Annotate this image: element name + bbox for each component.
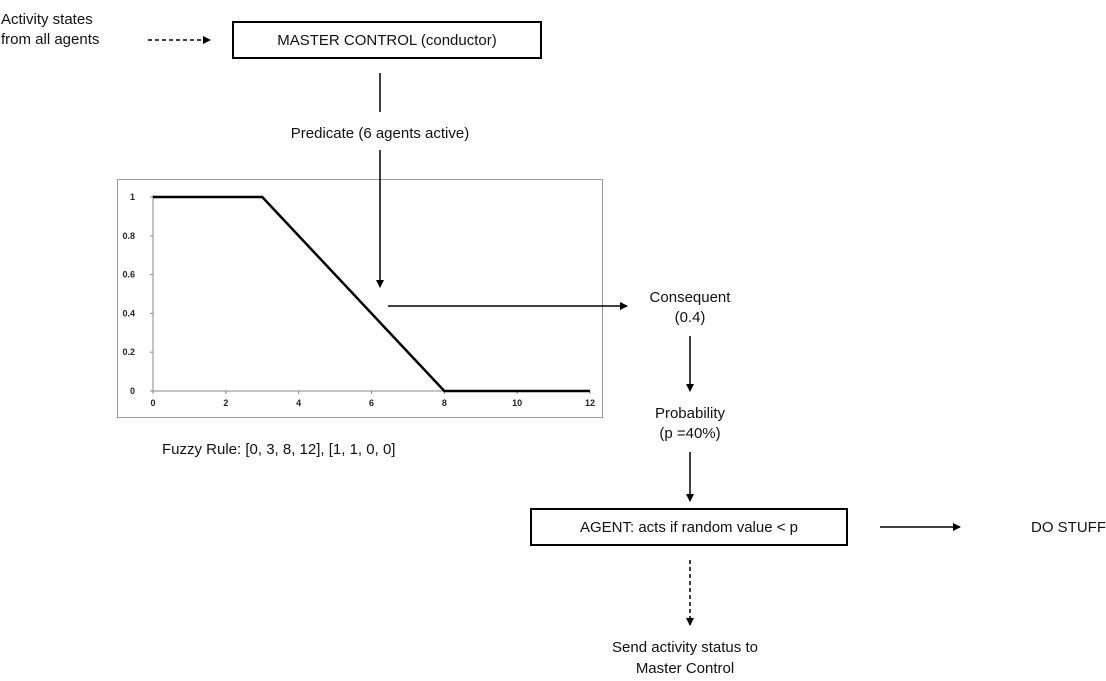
activity-states-label: Activity states from all agents	[1, 11, 100, 48]
do-stuff-label: DO STUFF!	[1031, 519, 1106, 536]
fuzzy-rule-caption: Fuzzy Rule: [0, 3, 8, 12], [1, 1, 0, 0]	[162, 441, 396, 458]
predicate-label: Predicate (6 agents active)	[290, 125, 470, 142]
consequent-label: Consequent (0.4)	[649, 289, 731, 326]
y-tick-label: 0	[130, 386, 135, 396]
y-tick-label: 0.8	[122, 231, 135, 241]
x-tick-label: 12	[585, 398, 595, 408]
x-tick-label: 8	[442, 398, 447, 408]
x-tick-label: 6	[369, 398, 374, 408]
membership-line	[153, 195, 590, 393]
send-status-label: Send activity status to Master Control	[612, 639, 758, 677]
agent-label: AGENT: acts if random value < p	[579, 518, 798, 536]
x-tick-label: 0	[150, 398, 155, 408]
agent-box: AGENT: acts if random value < p	[530, 508, 848, 546]
master-control-label: MASTER CONTROL (conductor)	[277, 31, 497, 49]
x-tick-label: 2	[223, 398, 228, 408]
y-tick-label: 0.4	[122, 308, 135, 318]
probability-label: Probability (p =40%)	[654, 405, 726, 442]
y-tick-label: 0.6	[122, 270, 135, 280]
master-control-box: MASTER CONTROL (conductor)	[232, 21, 542, 59]
y-tick-label: 0.2	[122, 347, 135, 357]
x-tick-label: 4	[296, 398, 301, 408]
fuzzy-chart-frame: 0 0.2 0.4 0.6 0.8 1 0 2 4 6 8 10 12	[117, 179, 603, 418]
y-tick-label: 1	[130, 192, 135, 202]
x-tick-label: 10	[512, 398, 522, 408]
fuzzy-chart: 00.20.40.60.810 2 4 6 8 10 12	[122, 192, 595, 408]
